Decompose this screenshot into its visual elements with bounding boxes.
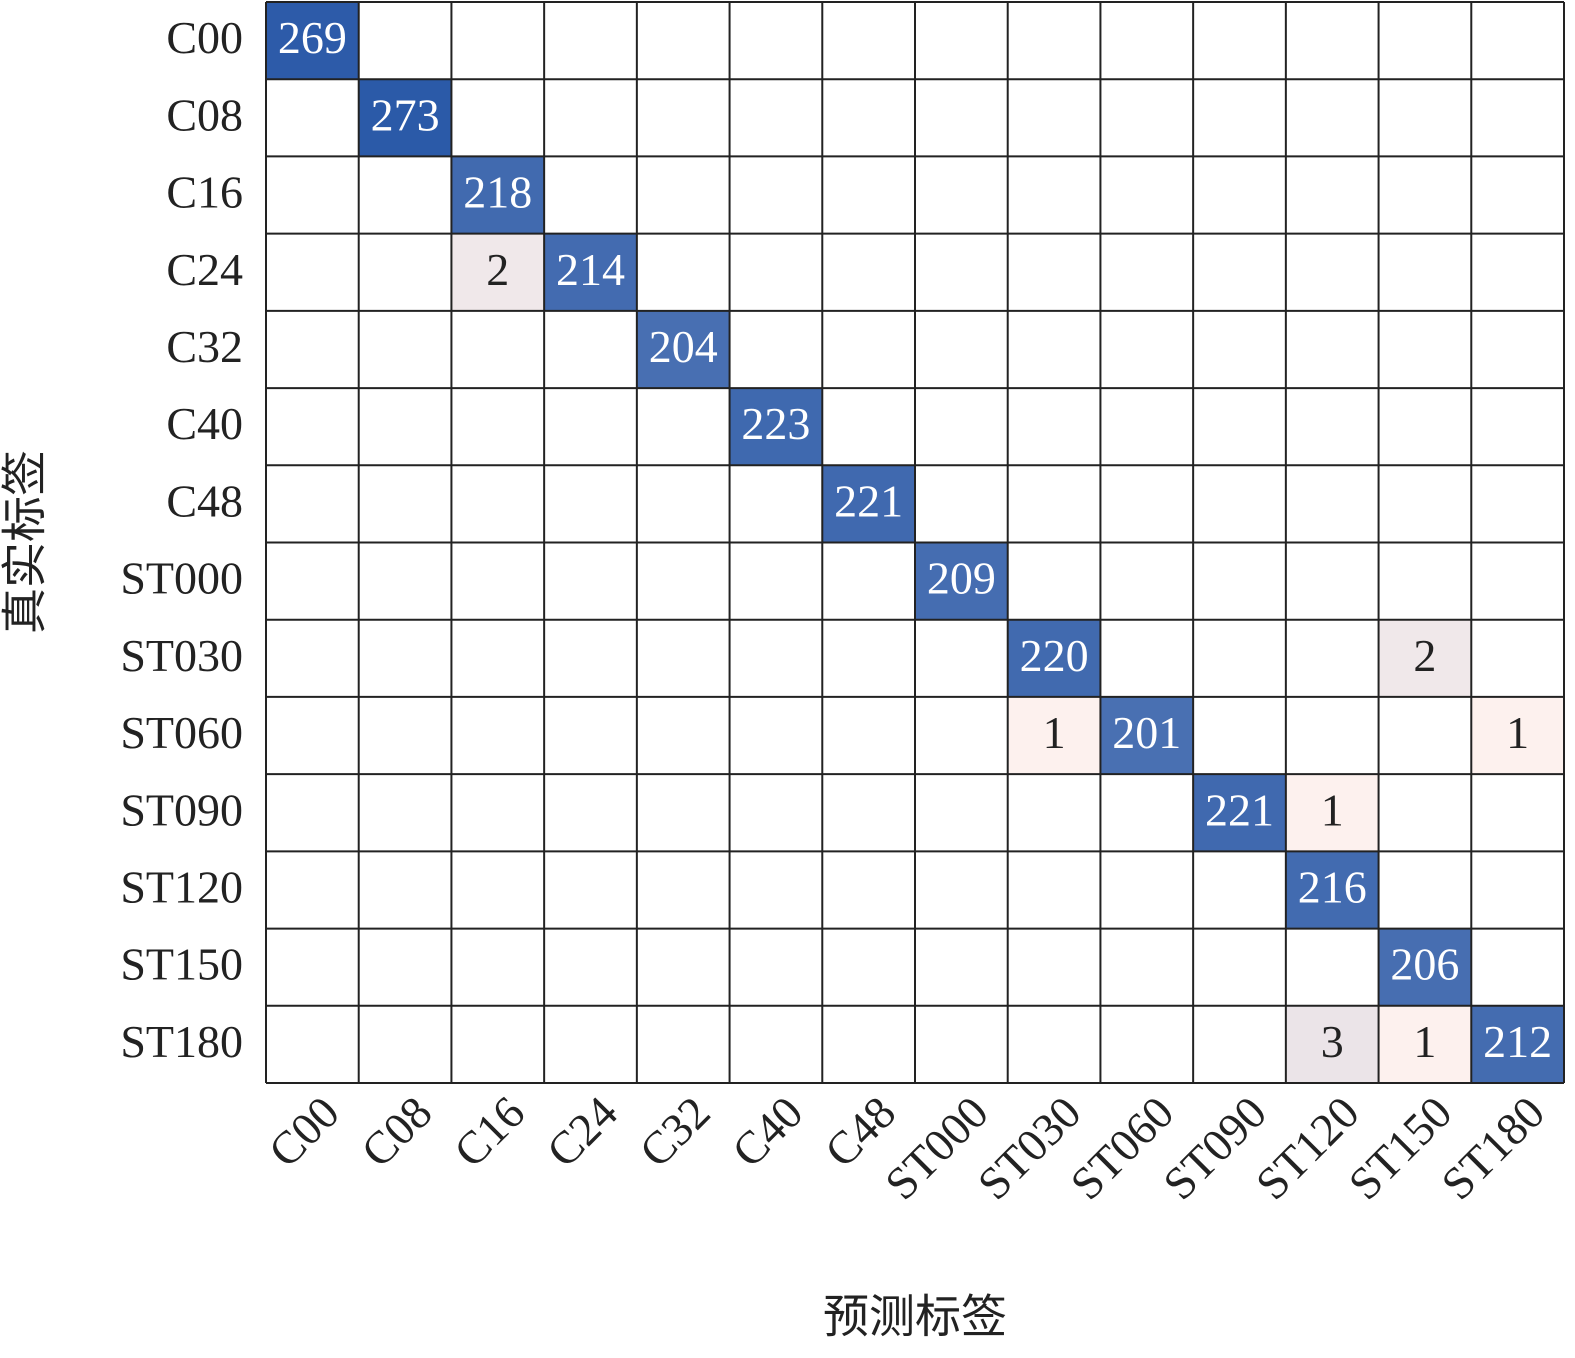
cell [266,2,359,80]
cell [1285,1005,1379,1083]
cell [915,542,1008,620]
cell-label: 204 [649,321,718,372]
cell-label: 216 [1298,862,1367,913]
cell [1193,774,1286,852]
y-tick-label: C00 [166,12,243,63]
cell [544,233,637,311]
cell [822,465,915,543]
y-tick-label: ST090 [120,784,243,835]
cell [1100,696,1194,775]
y-tick-label: ST000 [120,553,243,604]
cell-label: 1 [1043,707,1066,758]
y-tick-label: ST120 [120,862,243,913]
cell-label: 2 [486,244,509,295]
x-tick-label: C40 [722,1086,812,1176]
cell-label: 214 [556,244,625,295]
cell [636,310,730,389]
cell-label: 3 [1321,1016,1344,1067]
cell [451,233,545,311]
cell [358,79,452,157]
cell-label: 218 [463,167,532,218]
x-axis-label: 预测标签 [823,1292,1007,1343]
cell-label: 206 [1390,939,1459,990]
x-tick-label: ST000 [875,1086,998,1209]
cell-label: 221 [834,475,903,526]
cell [1471,696,1564,775]
x-tick-label: ST120 [1246,1086,1369,1209]
cell [1471,1005,1564,1083]
cell-label: 2 [1413,630,1436,681]
y-tick-label: ST030 [120,630,243,681]
cell-label: 201 [1112,707,1181,758]
y-tick-label: ST060 [120,707,243,758]
cell [1378,928,1472,1006]
cell [1007,696,1101,775]
y-tick-label: C08 [166,89,243,140]
cell-label: 1 [1413,1016,1436,1067]
cell-label: 212 [1483,1016,1552,1067]
cell-label: 269 [278,12,347,63]
y-tick-label: C16 [166,167,243,218]
cell-label: 1 [1321,784,1344,835]
cell-label: 220 [1020,630,1089,681]
cell-label: 223 [741,398,810,449]
y-axis-label: 真实标签 [0,450,51,634]
cell [1378,619,1472,697]
cell [1007,619,1101,697]
cell [451,156,545,234]
cell [1285,851,1379,929]
y-tick-label: ST150 [120,939,243,990]
cell [1378,1005,1472,1083]
cell-label: 273 [371,89,440,140]
x-tick-label: C32 [629,1086,719,1176]
x-tick-label: C08 [351,1086,441,1176]
cell [1285,774,1379,852]
cell-label: 1 [1506,707,1529,758]
cell-label: 221 [1205,784,1274,835]
x-tick-label: ST150 [1339,1086,1462,1209]
x-tick-label: C16 [444,1086,534,1176]
x-tick-label: ST180 [1431,1086,1554,1209]
y-tick-label: ST180 [120,1016,243,1067]
cell [729,388,823,466]
x-tick-label: C24 [537,1086,627,1176]
x-tick-label: ST030 [968,1086,1091,1209]
x-tick-label: ST090 [1153,1086,1276,1209]
cell-label: 209 [927,553,996,604]
y-tick-label: C32 [166,321,243,372]
y-tick-label: C40 [166,398,243,449]
x-tick-label: C00 [259,1086,349,1176]
y-tick-label: C48 [166,475,243,526]
x-tick-label: ST060 [1061,1086,1184,1209]
y-tick-label: C24 [166,244,243,295]
